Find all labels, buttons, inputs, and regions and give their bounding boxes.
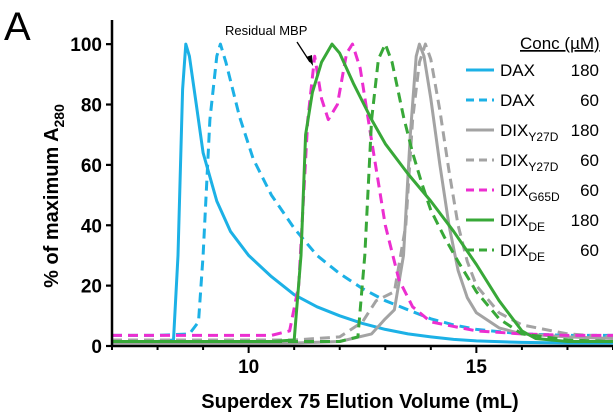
- x-tick-label: 15: [466, 357, 488, 378]
- legend-label: DAX: [500, 61, 535, 80]
- axes: 0 20 40 60 80 100 10 15: [70, 20, 613, 378]
- series-line-dixy27d-180: [112, 42, 613, 345]
- y-tick-label: 20: [81, 277, 102, 298]
- series-line-dax-180: [112, 42, 613, 345]
- legend-header: Conc (µM): [520, 34, 600, 53]
- y-tick-label: 40: [81, 216, 102, 237]
- series-line-dax-60: [112, 42, 613, 337]
- legend-label: DAX: [500, 91, 535, 110]
- legend-label: DIXY27D: [500, 151, 559, 174]
- y-axis-label-sub: 280: [51, 104, 67, 128]
- legend-label: DIXG65D: [500, 181, 560, 204]
- y-axis-label: % of maximum A280: [41, 104, 67, 288]
- plot-area: [112, 42, 613, 345]
- legend-conc: 60: [580, 151, 599, 170]
- y-tick-label: 60: [81, 156, 102, 177]
- legend-label: DIXDE: [500, 211, 545, 234]
- legend-label: DIXY27D: [500, 121, 559, 144]
- series-line-dixy27d-60: [112, 42, 613, 342]
- legend-conc: 60: [580, 91, 599, 110]
- residual-mbp-annotation: Residual MBP: [225, 23, 307, 38]
- y-axis-label-base: % of maximum A: [41, 127, 63, 287]
- annotation-arrowhead: [306, 55, 313, 66]
- y-tick-label: 0: [91, 337, 102, 358]
- x-tick-label: 10: [238, 357, 259, 378]
- panel-label: A: [4, 5, 31, 49]
- legend-conc: 180: [571, 61, 599, 80]
- x-axis-label: Superdex 75 Elution Volume (mL): [201, 391, 518, 413]
- series-line-dixde-60: [112, 42, 613, 343]
- legend-label: DIXDE: [500, 241, 545, 264]
- y-tick-label: 100: [70, 35, 102, 56]
- y-tick-label: 80: [81, 96, 102, 117]
- legend: DAX 180 DAX 60 DIXY27D 180 DIXY27D 60 DIXG65D 60 D…: [466, 61, 599, 264]
- legend-conc: 60: [580, 181, 599, 200]
- legend-conc: 180: [571, 121, 599, 140]
- legend-conc: 60: [580, 241, 599, 260]
- legend-conc: 180: [571, 211, 599, 230]
